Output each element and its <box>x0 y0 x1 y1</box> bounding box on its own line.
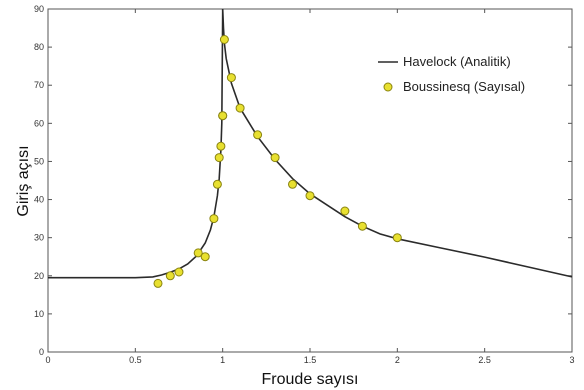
x-axis-title: Froude sayısı <box>262 371 359 388</box>
boussinesq-point <box>219 35 229 44</box>
boussinesq-point <box>209 214 219 224</box>
y-tick-label: 80 <box>34 42 44 52</box>
boussinesq-point <box>305 191 315 201</box>
series-points <box>153 35 402 288</box>
boussinesq-point <box>392 233 402 243</box>
boussinesq-point <box>226 73 236 83</box>
y-tick-label: 10 <box>34 309 44 319</box>
y-tick-label: 90 <box>34 4 44 14</box>
boussinesq-point <box>216 141 226 151</box>
legend-marker-swatch <box>383 82 393 92</box>
boussinesq-point <box>253 130 263 140</box>
x-tick-label: 2.5 <box>478 355 491 365</box>
boussinesq-point <box>357 221 367 231</box>
y-tick-label: 30 <box>34 233 44 243</box>
y-tick-label: 0 <box>39 347 44 357</box>
boussinesq-point <box>200 252 210 262</box>
x-tick-label: 0 <box>45 355 50 365</box>
boussinesq-point <box>153 278 163 288</box>
boussinesq-point <box>165 271 175 281</box>
plot-area <box>47 8 573 353</box>
y-tick-label: 50 <box>34 156 44 166</box>
boussinesq-point <box>235 103 245 113</box>
x-tick-label: 1.5 <box>304 355 317 365</box>
x-tick-label: 3 <box>569 355 574 365</box>
boussinesq-point <box>340 206 350 216</box>
x-tick-label: 2 <box>395 355 400 365</box>
boussinesq-point <box>212 179 222 189</box>
x-tick-label: 1 <box>220 355 225 365</box>
boussinesq-point <box>270 153 280 163</box>
boussinesq-point <box>288 179 297 189</box>
x-tick-label: 0.5 <box>129 355 142 365</box>
y-tick-label: 70 <box>34 80 44 90</box>
legend-label-havelock: Havelock (Analitik) <box>403 54 511 69</box>
y-tick-label: 40 <box>34 195 44 205</box>
legend-label-boussinesq: Boussinesq (Sayısal) <box>403 79 525 94</box>
boussinesq-point <box>214 153 224 163</box>
y-tick-label: 20 <box>34 271 44 281</box>
y-tick-label: 60 <box>34 118 44 128</box>
y-axis-title: Giriş açısı <box>15 145 32 216</box>
boussinesq-point <box>193 248 203 258</box>
legend: Havelock (Analitik) Boussinesq (Sayısal) <box>378 54 525 94</box>
boussinesq-point <box>218 111 228 121</box>
boussinesq-point <box>174 267 184 277</box>
